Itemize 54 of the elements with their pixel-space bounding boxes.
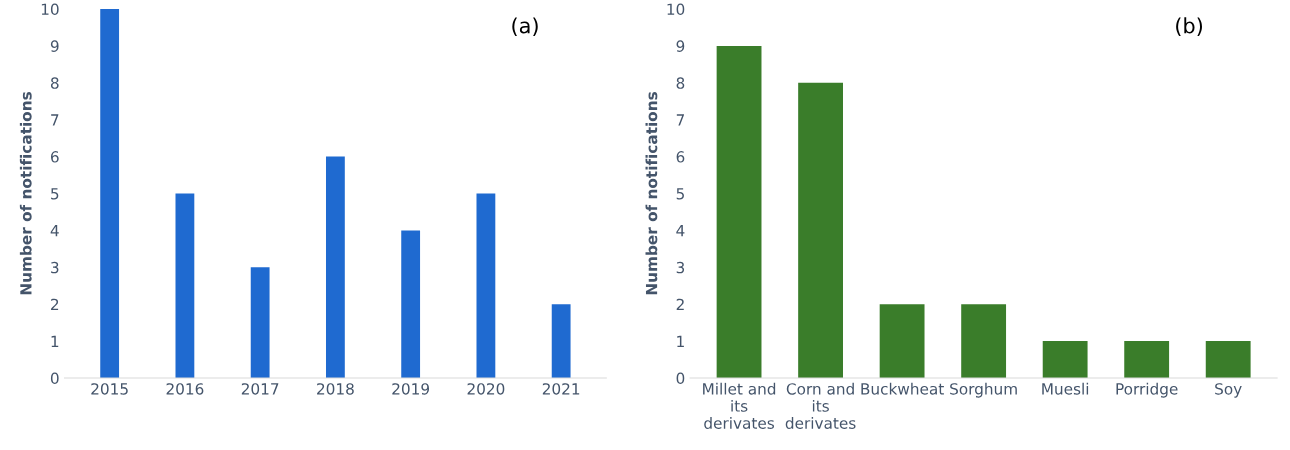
x-tick-label: Corn and its derivates <box>785 382 856 429</box>
y-tick-label: 2 <box>676 298 684 310</box>
y-tick-label: 3 <box>51 261 59 274</box>
y-tick-label: 7 <box>676 114 684 126</box>
annotation: (a) <box>512 17 538 36</box>
x-tick-label: 2021 <box>542 383 580 395</box>
y-tick-label: 9 <box>50 40 59 52</box>
annotation: (b) <box>1176 17 1203 36</box>
bar <box>551 304 571 378</box>
y-tick-label: 1 <box>677 335 684 347</box>
y-tick-label: 4 <box>676 225 685 237</box>
bar <box>476 193 496 378</box>
bar <box>961 304 1007 378</box>
bar <box>798 82 843 378</box>
bar <box>325 156 345 378</box>
y-tick-label: 9 <box>676 40 685 52</box>
y-axis-title: Number of notifications <box>645 92 658 295</box>
bar <box>1205 341 1251 378</box>
x-tick-label: Buckwheat <box>861 382 944 395</box>
x-tick-label: 2016 <box>166 383 204 395</box>
y-tick-label: 2 <box>51 298 59 310</box>
x-tick-label: 2020 <box>467 383 505 395</box>
x-tick-label: Muesli <box>1042 382 1089 395</box>
x-tick-label: Soy <box>1215 383 1242 398</box>
y-tick-label: 0 <box>50 372 59 385</box>
y-tick-label: 1 <box>51 335 59 347</box>
y-tick-label: 5 <box>51 188 59 200</box>
y-tick-label: 5 <box>676 188 684 200</box>
y-tick-label: 4 <box>50 225 59 237</box>
y-tick-label: 6 <box>50 151 59 163</box>
x-tick-label: 2015 <box>91 383 128 395</box>
bar <box>100 9 120 378</box>
y-axis-title: Number of notifications <box>19 92 32 295</box>
bar <box>175 193 195 378</box>
x-tick-label: 2019 <box>392 383 430 395</box>
bar <box>716 45 762 378</box>
x-tick-label: Millet and its derivates <box>703 382 776 429</box>
y-tick-label: 10 <box>41 3 59 16</box>
y-tick-label: 3 <box>676 261 685 274</box>
y-tick-label: 6 <box>676 151 685 163</box>
x-tick-label: 2018 <box>317 383 354 395</box>
y-tick-label: 8 <box>50 77 59 89</box>
y-tick-label: 0 <box>676 372 685 385</box>
bar <box>1042 341 1088 378</box>
bar <box>1124 341 1170 378</box>
bar <box>250 267 270 378</box>
y-tick-label: 7 <box>51 114 59 126</box>
bar <box>401 230 421 378</box>
y-tick-label: 8 <box>676 77 685 89</box>
x-tick-label: Porridge <box>1116 382 1178 398</box>
bar <box>879 304 925 378</box>
x-tick-label: 2017 <box>241 383 279 395</box>
y-tick-label: 10 <box>667 3 685 16</box>
x-tick-label: Sorghum <box>950 382 1017 398</box>
